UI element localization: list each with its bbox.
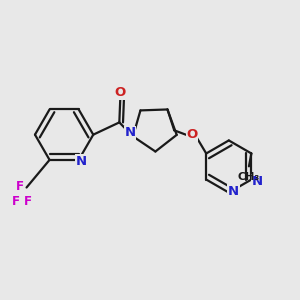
Text: F: F <box>24 195 32 208</box>
Text: N: N <box>76 155 87 168</box>
Text: F: F <box>12 195 20 208</box>
Text: CH₃: CH₃ <box>238 172 260 182</box>
Text: F: F <box>16 180 23 193</box>
Text: N: N <box>251 175 262 188</box>
Text: N: N <box>228 185 239 198</box>
Text: N: N <box>124 126 136 139</box>
Text: O: O <box>115 86 126 99</box>
Text: O: O <box>186 128 198 141</box>
